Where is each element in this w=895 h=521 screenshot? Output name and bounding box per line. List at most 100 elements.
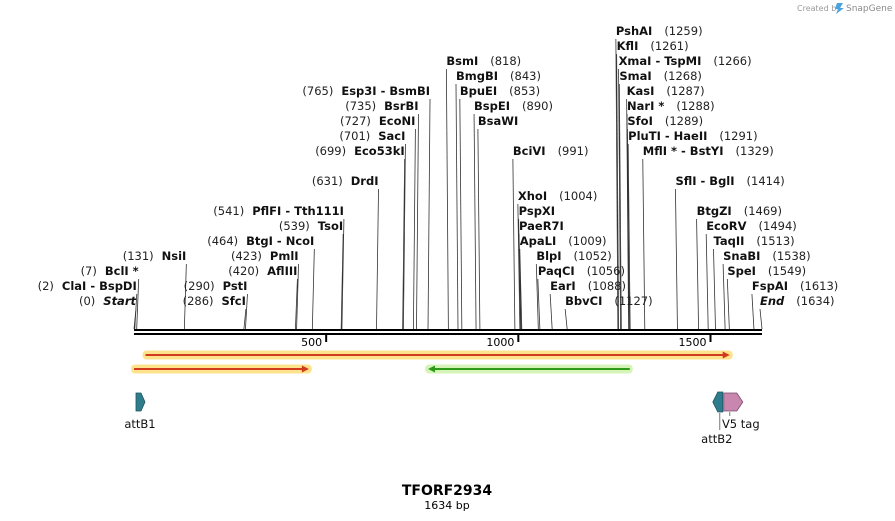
cut-line-tsoi — [340, 233, 344, 330]
cut-site-enzyme: SfoI — [627, 114, 652, 128]
cut-site-label-btgi-ncoi: (464) BtgI - NcoI — [207, 234, 314, 248]
cut-site-label-bsrbi: (735) BsrBI — [345, 99, 418, 113]
cut-site-label-bsawi: BsaWI — [478, 114, 518, 128]
cut-site-enzyme: Start — [103, 294, 136, 308]
tick-label: 1500 — [678, 336, 706, 349]
cut-site-enzyme: ClaI - BspDI — [62, 279, 137, 293]
cut-line-xhoi — [517, 203, 521, 330]
cut-site-enzyme: BsrBI — [384, 99, 418, 113]
cut-line-saci — [403, 143, 406, 330]
cut-site-enzyme: EarI — [550, 279, 576, 293]
cut-site-enzyme: End — [760, 294, 785, 308]
cut-site-label-snabi: SnaBI (1538) — [723, 249, 811, 263]
cut-site-enzyme: BsmI — [446, 54, 478, 68]
cut-site-position: (1088) — [588, 279, 626, 293]
cut-line-taqii — [713, 248, 716, 330]
cut-line-spei — [726, 278, 730, 330]
cut-site-position: (1469) — [744, 204, 782, 218]
cut-site-enzyme: PaeR7I — [519, 219, 564, 233]
cut-site-label-smai: SmaI (1268) — [619, 69, 702, 83]
cut-site-label-sfli-bgli: SflI - BglI (1414) — [675, 174, 784, 188]
cut-site-enzyme: BlpI — [536, 249, 561, 263]
cut-site-lines — [133, 38, 763, 330]
cut-site-enzyme: NarI * — [627, 99, 664, 113]
cut-site-position: (1261) — [650, 39, 688, 53]
cut-site-label-eco53ki: (699) Eco53kI — [315, 144, 404, 158]
cut-line-bpuei — [459, 98, 463, 330]
cut-site-position: (631) — [312, 174, 343, 188]
cut-site-label-nsii: (131) NsiI — [123, 249, 187, 263]
cut-site-label-sfoi: SfoI (1289) — [627, 114, 703, 128]
cut-line-btgzi — [696, 218, 699, 330]
cut-line-nsii — [183, 263, 187, 330]
attb2-label: attB2 — [701, 432, 732, 446]
cut-site-label-eari: EarI (1088) — [550, 279, 626, 293]
cut-line-afliii — [295, 278, 298, 330]
cut-site-enzyme: SflI - BglI — [675, 174, 734, 188]
cut-site-position: (1266) — [713, 54, 751, 68]
cut-line-bsawi — [477, 128, 481, 330]
map-length: 1634 bp — [424, 499, 469, 512]
cut-site-label-pspxi: PspXI — [519, 204, 555, 218]
cut-site-label-mfli-bstyi: MflI * - BstYI (1329) — [643, 144, 774, 158]
cut-site-label-paqci: PaqCI (1056) — [538, 264, 625, 278]
cut-line-econi — [413, 128, 416, 330]
tick-label: 1000 — [486, 336, 514, 349]
cut-site-position: (1549) — [768, 264, 806, 278]
cut-site-enzyme: DrdI — [351, 174, 379, 188]
cut-site-enzyme: TaqII — [713, 234, 744, 248]
cut-line-apali — [519, 248, 523, 330]
cut-site-position: (1513) — [756, 234, 794, 248]
cut-site-position: (1634) — [796, 294, 834, 308]
cut-site-position: (1414) — [747, 174, 785, 188]
cut-site-enzyme: BclI * — [105, 264, 139, 278]
cut-site-position: (818) — [490, 54, 521, 68]
cut-site-position: (1259) — [664, 24, 702, 38]
cut-line-sfci — [243, 308, 247, 330]
cut-site-label-saci: (701) SacI — [339, 129, 405, 143]
cut-site-enzyme: BsaWI — [478, 114, 518, 128]
cut-site-label-bcli: (7) BclI * — [81, 264, 139, 278]
cut-site-label-nari: NarI * (1288) — [627, 99, 715, 113]
cut-site-position: (727) — [340, 114, 371, 128]
cut-site-position: (1268) — [664, 69, 702, 83]
cut-site-enzyme: AflIII — [267, 264, 297, 278]
cut-line-eco53ki — [402, 158, 406, 330]
orf-arrow — [142, 350, 733, 360]
cut-site-label-xmai-tspmi: XmaI - TspMI (1266) — [619, 54, 752, 68]
scale-ticks: 500 1000 1500 — [301, 335, 712, 349]
cut-site-label-clai-bspdi: (2) ClaI - BspDI — [38, 279, 137, 293]
cut-line-mfli-bstyi — [642, 158, 646, 330]
cut-site-enzyme: PshAI — [616, 24, 652, 38]
cut-site-position: (464) — [207, 234, 238, 248]
cut-line-btgi-ncoi — [311, 248, 315, 330]
cut-site-label-fspai: FspAI (1613) — [752, 279, 838, 293]
cut-site-enzyme: Esp3I - BsmBI — [341, 84, 430, 98]
cut-site-position: (735) — [345, 99, 376, 113]
cut-site-enzyme: Eco53kI — [354, 144, 405, 158]
orf-arrow — [131, 364, 312, 374]
snapgene-logo-icon — [835, 3, 844, 14]
v5-tag-label: V5 tag — [722, 417, 760, 431]
attb1-label: attB1 — [124, 417, 155, 431]
v5-tag-feature: V5 tag — [722, 392, 760, 431]
cut-site-enzyme: XmaI - TspMI — [619, 54, 702, 68]
cut-site-enzyme: PspXI — [519, 204, 555, 218]
cut-line-bbvci — [564, 308, 568, 330]
cut-line-bmgbi — [455, 83, 459, 330]
cut-site-enzyme: BtgI - NcoI — [246, 234, 314, 248]
cut-line-psti — [245, 293, 248, 330]
sequence-backbone — [134, 329, 762, 335]
cut-site-position: (1291) — [719, 129, 757, 143]
tick-label: 500 — [301, 336, 322, 349]
cut-line-drdi — [376, 188, 379, 330]
brand-text: SnapGene — [846, 4, 893, 14]
cut-site-enzyme: PmlI — [270, 249, 299, 263]
cut-line-clai-bspdi — [134, 293, 138, 330]
cut-site-label-blpi: BlpI (1052) — [536, 249, 611, 263]
cut-site-label-afliii: (420) AflIII — [228, 264, 297, 278]
cut-site-position: (765) — [302, 84, 333, 98]
cut-site-enzyme: XhoI — [518, 189, 547, 203]
cut-site-position: (539) — [279, 219, 310, 233]
